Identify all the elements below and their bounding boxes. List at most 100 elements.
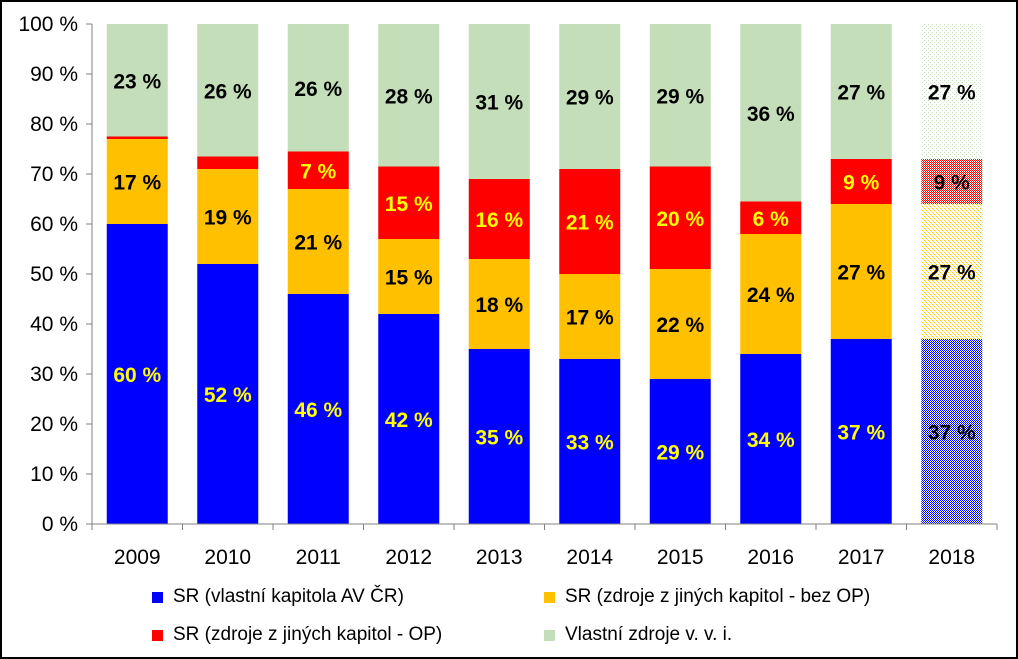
y-tick-label: 10 % bbox=[30, 463, 78, 486]
y-tick-label: 60 % bbox=[30, 213, 78, 236]
data-label-2011-s1: 21 % bbox=[294, 232, 342, 255]
y-tick-label: 40 % bbox=[30, 313, 78, 336]
x-tick-label: 2010 bbox=[204, 546, 251, 569]
bar-segment-2015-s1 bbox=[649, 269, 711, 379]
data-label-2009-s3: 23 % bbox=[113, 70, 161, 93]
y-tick-label: 0 % bbox=[42, 513, 78, 536]
data-label-2016-s3: 36 % bbox=[747, 103, 795, 126]
data-label-2017-s0: 37 % bbox=[837, 422, 885, 445]
data-label-2015-s1: 22 % bbox=[656, 314, 704, 337]
x-tick-label: 2009 bbox=[114, 546, 161, 569]
legend-swatch bbox=[152, 591, 163, 603]
bar-segment-2018-s2 bbox=[921, 159, 983, 204]
data-label-2012-s0: 42 % bbox=[385, 409, 433, 432]
data-labels: 60 % 17 % 23 % 52 % 19 % 26 % 46 % 21 % 7 % 26 % 4… bbox=[113, 70, 976, 464]
data-label-2015-s3: 29 % bbox=[656, 85, 704, 108]
stacked-bar-chart: 0 % 10 % 20 % 30 % 40 % 50 % 60 % 70 % 80 % 90 % 1… bbox=[18, 13, 998, 569]
y-tick-label: 80 % bbox=[30, 113, 78, 136]
data-label-2018-s2: 9 % bbox=[934, 172, 971, 195]
bar-segment-2018-s0 bbox=[921, 339, 983, 524]
bar-segment-2009-s1 bbox=[106, 139, 168, 224]
y-tick-label: 70 % bbox=[30, 163, 78, 186]
x-axis: 2009 2010 2011 2012 2013 2014 2015 2016 2017 2018 bbox=[91, 523, 998, 569]
legend-item-1: SR (zdroje z jiných kapitol - bez OP) bbox=[544, 586, 870, 608]
data-label-2009-s0: 60 % bbox=[113, 364, 161, 387]
bar-segment-2018-s3 bbox=[921, 24, 983, 159]
data-label-2010-s0: 52 % bbox=[204, 384, 252, 407]
bar-segment-2016-s0 bbox=[740, 354, 802, 524]
legend-label: Vlastní zdroje v. v. i. bbox=[565, 624, 733, 645]
y-axis: 0 % 10 % 20 % 30 % 40 % 50 % 60 % 70 % 80 % 90 % 1… bbox=[18, 13, 93, 536]
bar-segment-2014-s3 bbox=[559, 24, 621, 169]
bar-segment-2011-s1 bbox=[287, 189, 349, 294]
data-label-2018-s3: 27 % bbox=[928, 82, 976, 105]
bar-segment-2013-s2 bbox=[468, 179, 530, 259]
bar-segment-2013-s1 bbox=[468, 259, 530, 349]
y-tick-label: 20 % bbox=[30, 413, 78, 436]
bar-segment-2014-s2 bbox=[559, 169, 621, 274]
bar-segment-2016-s2 bbox=[740, 201, 802, 234]
data-label-2016-s1: 24 % bbox=[747, 284, 795, 307]
bar-segment-2014-s0 bbox=[559, 359, 621, 524]
data-label-2013-s3: 31 % bbox=[475, 92, 523, 115]
data-label-2014-s2: 21 % bbox=[566, 212, 614, 235]
bar-segment-2017-s3 bbox=[830, 24, 892, 159]
data-label-2012-s2: 15 % bbox=[385, 193, 433, 216]
data-label-2012-s3: 28 % bbox=[385, 85, 433, 108]
y-tick-label: 100 % bbox=[18, 13, 78, 36]
legend-label: SR (zdroje z jiných kapitol - bez OP) bbox=[565, 586, 871, 607]
x-tick-label: 2014 bbox=[566, 546, 613, 569]
x-tick-label: 2015 bbox=[657, 546, 704, 569]
data-label-2018-s0: 37 % bbox=[928, 422, 976, 445]
data-label-2017-s2: 9 % bbox=[843, 172, 880, 195]
bar-segment-2009-s0 bbox=[106, 224, 168, 524]
data-label-2013-s0: 35 % bbox=[475, 427, 523, 450]
data-label-2014-s1: 17 % bbox=[566, 307, 614, 330]
bar-segment-2013-s0 bbox=[468, 349, 530, 524]
legend-swatch bbox=[544, 591, 555, 603]
x-tick-label: 2011 bbox=[296, 546, 341, 569]
bar-segment-2015-s3 bbox=[649, 24, 711, 167]
y-tick-label: 30 % bbox=[30, 363, 78, 386]
data-label-2016-s0: 34 % bbox=[747, 429, 795, 452]
legend-label: SR (zdroje z jiných kapitol - OP) bbox=[173, 624, 443, 645]
data-label-2014-s3: 29 % bbox=[566, 87, 614, 110]
x-tick-label: 2017 bbox=[838, 546, 885, 569]
legend-swatch bbox=[544, 629, 555, 641]
bars bbox=[106, 24, 983, 524]
bar-segment-2015-s2 bbox=[649, 166, 711, 269]
bar-segment-2010-s0 bbox=[197, 264, 259, 524]
data-label-2015-s2: 20 % bbox=[656, 208, 704, 231]
y-tick-label: 50 % bbox=[30, 263, 78, 286]
data-label-2016-s2: 6 % bbox=[753, 208, 790, 231]
bar-segment-2017-s1 bbox=[830, 204, 892, 339]
bar-segment-2010-s3 bbox=[197, 24, 259, 157]
legend-item-2: SR (zdroje z jiných kapitol - OP) bbox=[152, 624, 442, 646]
data-label-2013-s2: 16 % bbox=[475, 209, 523, 232]
bar-segment-2012-s2 bbox=[378, 166, 440, 239]
legend-item-3: Vlastní zdroje v. v. i. bbox=[544, 624, 732, 646]
data-label-2009-s1: 17 % bbox=[113, 172, 161, 195]
bar-segment-2016-s1 bbox=[740, 234, 802, 354]
data-label-2010-s1: 19 % bbox=[204, 207, 252, 230]
bar-segment-2011-s2 bbox=[287, 151, 349, 189]
bar-segment-2014-s1 bbox=[559, 274, 621, 359]
legend-item-0: SR (vlastní kapitola AV ČR) bbox=[152, 586, 404, 608]
y-tick-label: 90 % bbox=[30, 63, 78, 86]
bar-segment-2016-s3 bbox=[740, 24, 802, 202]
x-tick-label: 2013 bbox=[476, 546, 523, 569]
bar-segment-2013-s3 bbox=[468, 24, 530, 179]
data-label-2011-s2: 7 % bbox=[300, 160, 337, 183]
data-label-2017-s3: 27 % bbox=[837, 82, 885, 105]
data-label-2012-s1: 15 % bbox=[385, 267, 433, 290]
bar-segment-2017-s0 bbox=[830, 339, 892, 524]
bar-segment-2011-s0 bbox=[287, 294, 349, 524]
x-tick-label: 2016 bbox=[747, 546, 794, 569]
bar-segment-2010-s1 bbox=[197, 169, 259, 264]
legend: SR (vlastní kapitola AV ČR) SR (zdroje z … bbox=[152, 586, 982, 656]
bar-segment-2012-s1 bbox=[378, 239, 440, 314]
x-tick-label: 2018 bbox=[928, 546, 975, 569]
x-tick-label: 2012 bbox=[385, 546, 432, 569]
data-label-2017-s1: 27 % bbox=[837, 262, 885, 285]
